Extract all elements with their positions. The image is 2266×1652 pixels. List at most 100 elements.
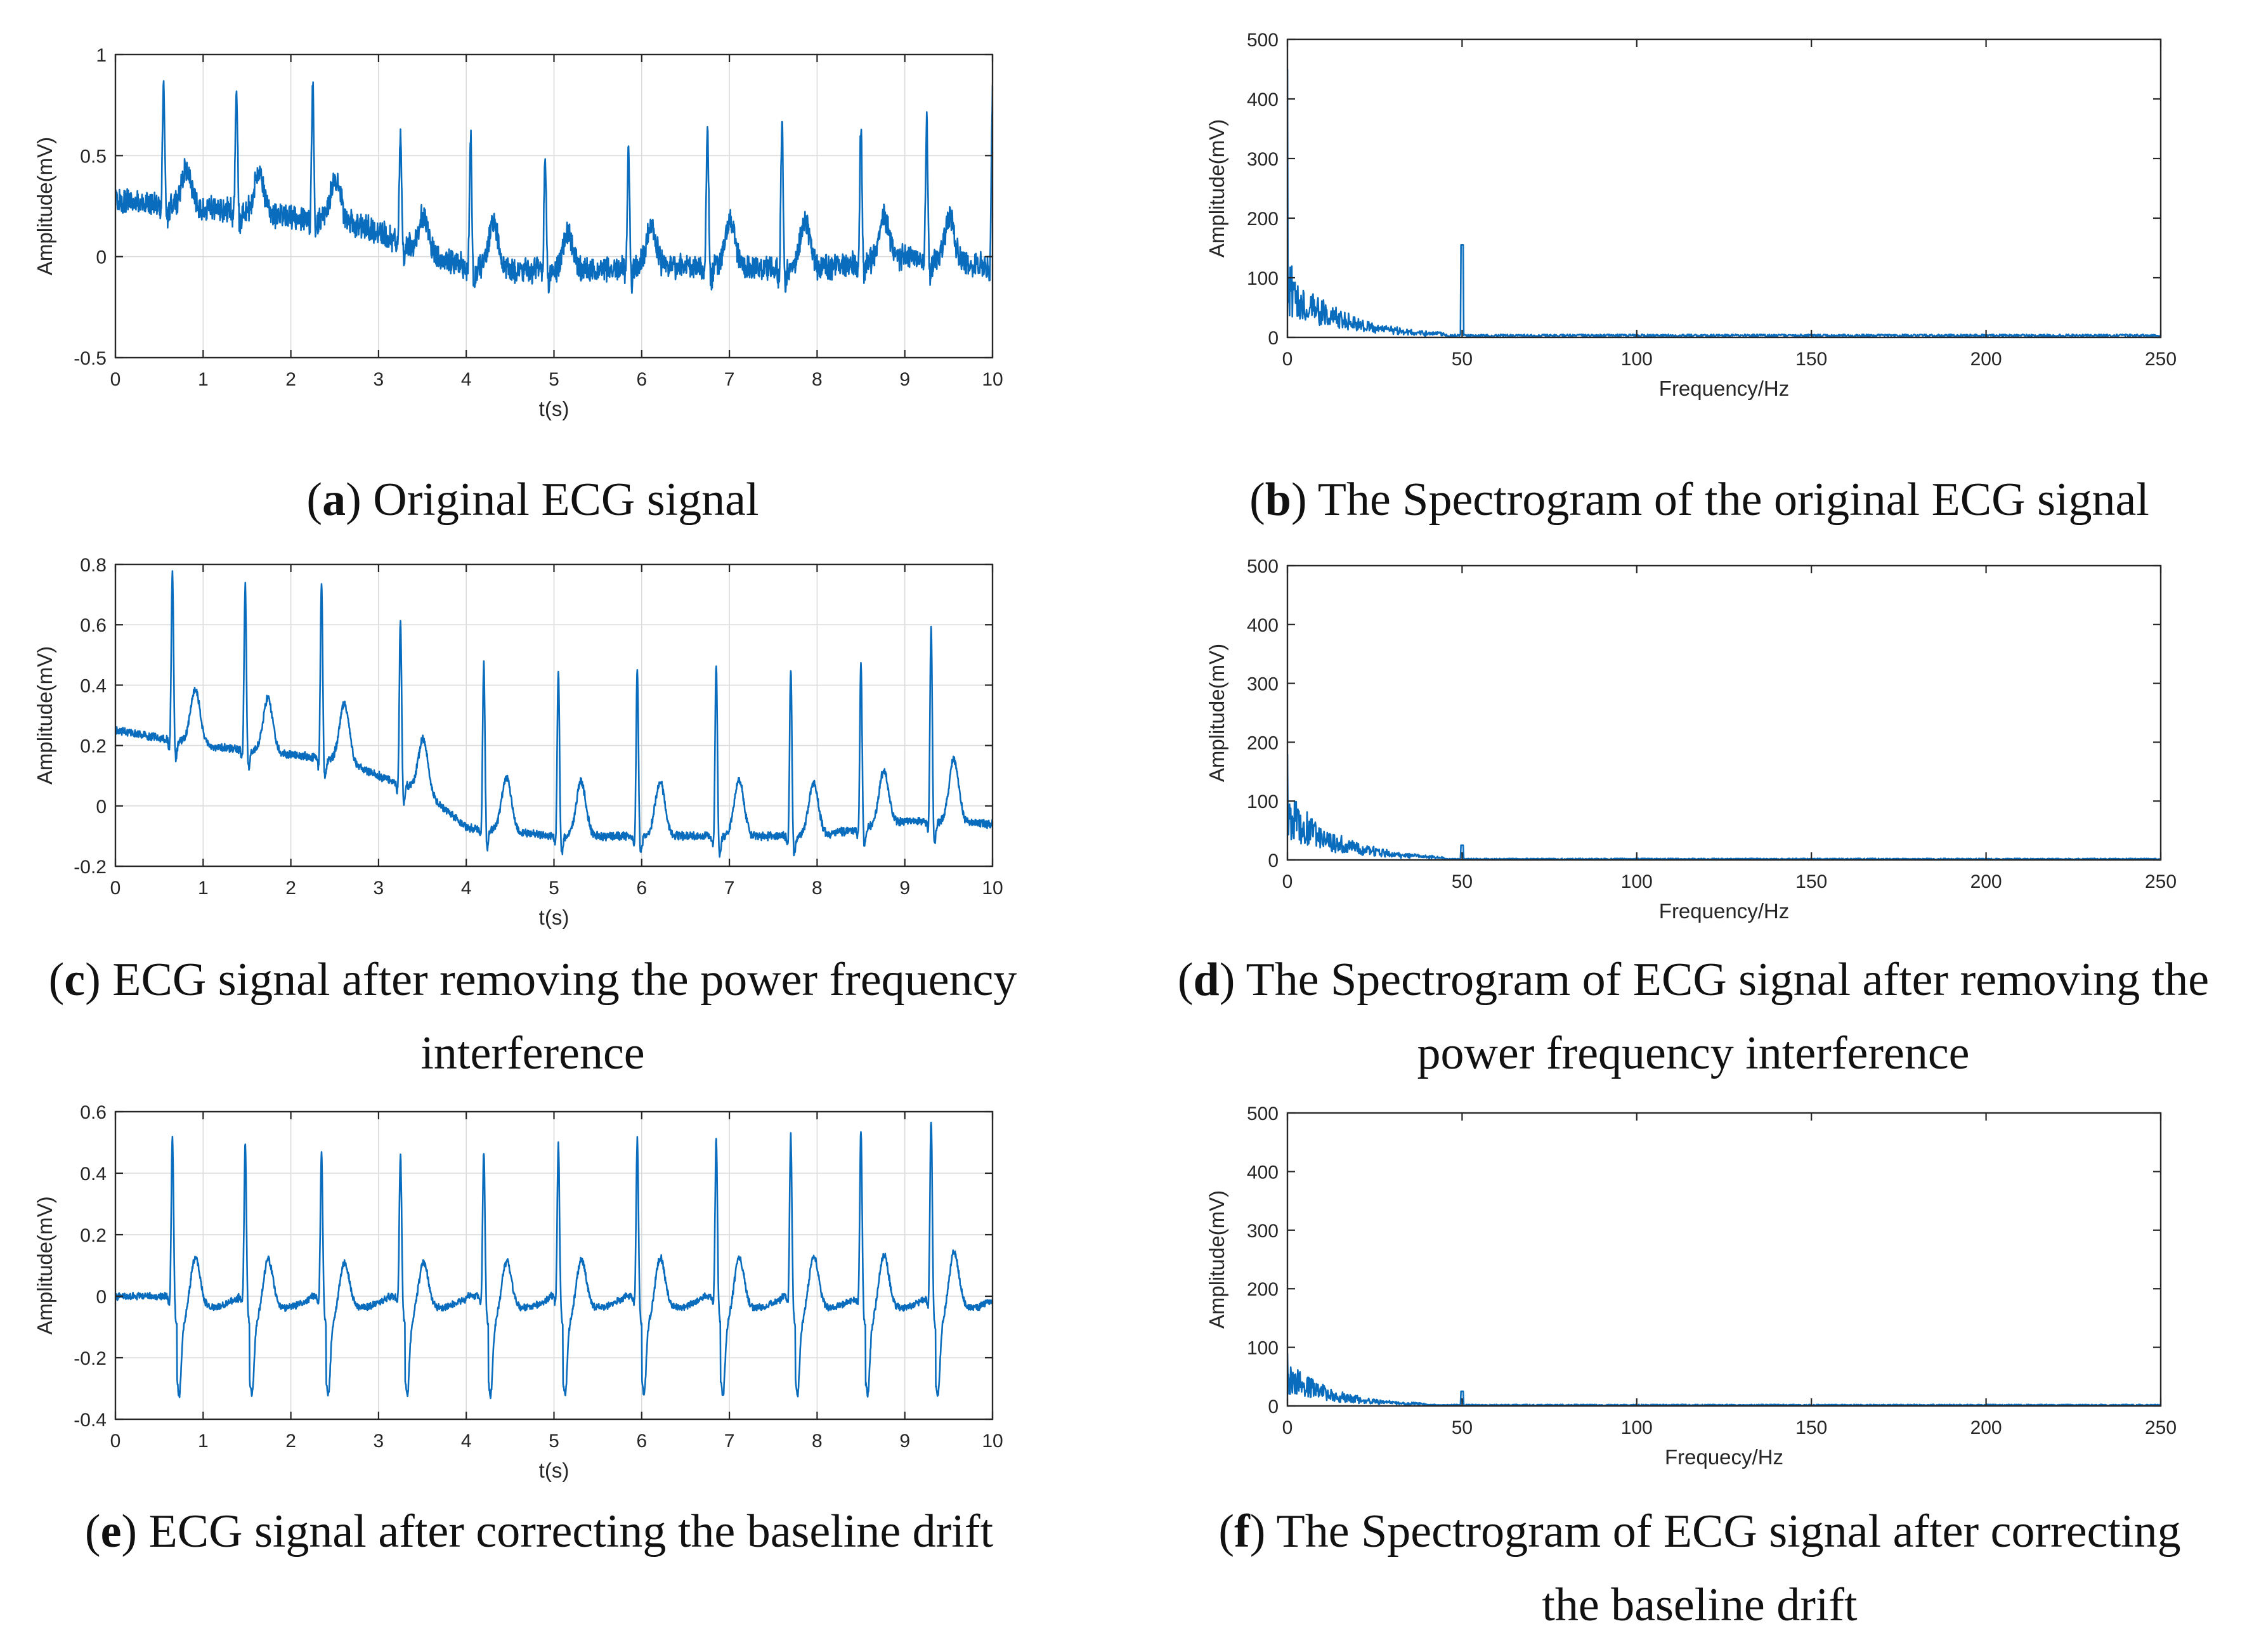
y-axis-label: Amplitude(mV) (1205, 119, 1228, 257)
axes-box (1286, 38, 2162, 339)
y-tick-label: -0.4 (74, 1410, 107, 1431)
y-tick-label: 0.2 (80, 736, 107, 757)
chart-b: 0 50 100 150 200 250 0 100 200 300 400 500 Frequency… (1205, 30, 2177, 400)
x-tick-label: 6 (636, 878, 647, 899)
x-axis-label: t(s) (539, 1459, 570, 1482)
x-tick-label: 7 (724, 1431, 735, 1452)
caption-e: (e) ECG signal after correcting the base… (84, 1506, 994, 1558)
y-tick-label: 0 (96, 797, 107, 817)
caption-f: (f) The Spectrogram of ECG signal after … (1218, 1506, 2181, 1631)
series-line-ecg (115, 1121, 993, 1400)
x-tick-label: 150 (1795, 1417, 1827, 1438)
y-tick-label: -0.2 (74, 1348, 107, 1369)
x-tick-label: 6 (636, 369, 647, 390)
caption-letter: f (1234, 1506, 1250, 1558)
x-tick-label: 0 (1282, 1417, 1293, 1438)
x-tick-label: 100 (1621, 871, 1653, 892)
x-tick-label: 5 (549, 878, 559, 899)
x-tick-label: 4 (461, 878, 472, 899)
x-axis-label: Frequency/Hz (1659, 377, 1789, 400)
caption-text: ECG signal after removing the power freq… (112, 954, 1017, 1079)
y-tick-label: 400 (1247, 89, 1279, 110)
caption-letter: a (322, 474, 346, 526)
caption-text: The Spectrogram of the original ECG sign… (1317, 474, 2149, 526)
x-tick-label: 8 (812, 878, 823, 899)
x-tick-label: 1 (198, 878, 209, 899)
axes-box (1286, 564, 2162, 861)
x-tick-label: 1 (198, 369, 209, 390)
y-tick-label: 300 (1247, 1221, 1279, 1242)
y-tick-label: 0.6 (80, 615, 107, 636)
series-line-ecg (115, 80, 993, 294)
y-tick-label: 300 (1247, 149, 1279, 170)
caption-letter: c (64, 954, 86, 1006)
x-tick-label: 150 (1795, 871, 1827, 892)
y-axis-label: Amplitude(mV) (33, 1196, 56, 1334)
caption-c: (c) ECG signal after removing the power … (48, 954, 1017, 1079)
x-tick-label: 2 (285, 1431, 296, 1452)
x-tick-label: 4 (461, 369, 472, 390)
y-tick-label: 0.5 (80, 146, 107, 167)
axes-box (1286, 1112, 2162, 1407)
y-tick-label: 500 (1247, 1103, 1279, 1124)
x-tick-label: 50 (1452, 871, 1473, 892)
x-tick-label: 200 (1970, 871, 2002, 892)
x-tick-label: 50 (1452, 349, 1473, 370)
x-tick-label: 8 (812, 1431, 823, 1452)
y-tick-label: 0.8 (80, 555, 107, 576)
y-tick-label: 0.6 (80, 1102, 107, 1123)
series-line-spectrum (1287, 68, 2161, 337)
x-tick-label: 0 (110, 878, 121, 899)
x-tick-label: 150 (1795, 349, 1827, 370)
x-tick-label: 3 (374, 878, 384, 899)
x-tick-label: 250 (2145, 1417, 2177, 1438)
x-tick-label: 250 (2145, 349, 2177, 370)
x-tick-label: 0 (1282, 871, 1293, 892)
y-tick-label: 0 (96, 1287, 107, 1308)
x-tick-label: 5 (549, 369, 559, 390)
x-tick-label: 4 (461, 1431, 472, 1452)
caption-letter: b (1265, 474, 1291, 526)
x-tick-label: 7 (724, 369, 735, 390)
series-line-spectrum (1287, 1353, 2161, 1406)
x-tick-label: 100 (1621, 1417, 1653, 1438)
y-tick-label: 200 (1247, 209, 1279, 230)
y-axis-label: Amplitude(mV) (33, 137, 56, 275)
y-tick-label: 200 (1247, 732, 1279, 753)
x-tick-label: 0 (110, 1431, 121, 1452)
x-tick-label: 9 (899, 1431, 910, 1452)
x-tick-label: 200 (1970, 349, 2002, 370)
x-tick-label: 8 (812, 369, 823, 390)
caption-text: The Spectrogram of ECG signal after corr… (1276, 1506, 2181, 1631)
chart-d: 0 50 100 150 200 250 0 100 200 300 400 500 Frequency… (1205, 556, 2177, 923)
x-tick-label: 9 (899, 369, 910, 390)
x-tick-label: 6 (636, 1431, 647, 1452)
x-tick-label: 7 (724, 878, 735, 899)
chart-c: 0 1 2 3 4 5 6 7 8 9 10-0.200.20.40.60.8t(s)Amplitu… (33, 555, 1003, 929)
chart-e: 0 1 2 3 4 5 6 7 8 9 10 -0.4 -0.2 0 0.2 0.4 0.6 t(s) Amplit… (33, 1102, 1003, 1482)
y-tick-label: 0 (1268, 850, 1279, 871)
x-tick-label: 5 (549, 1431, 559, 1452)
x-tick-label: 9 (899, 878, 910, 899)
y-tick-label: -0.2 (74, 857, 107, 878)
x-tick-label: 0 (110, 369, 121, 390)
y-tick-label: -0.5 (74, 348, 107, 369)
x-tick-label: 10 (982, 878, 1003, 899)
x-tick-label: 0 (1282, 349, 1293, 370)
y-tick-label: 0.2 (80, 1225, 107, 1246)
y-axis-label: Amplitude(mV) (1205, 1190, 1228, 1329)
x-tick-label: 100 (1621, 349, 1653, 370)
y-tick-label: 400 (1247, 615, 1279, 636)
caption-text: ECG signal after correcting the baseline… (148, 1506, 994, 1558)
x-tick-label: 3 (374, 1431, 384, 1452)
x-tick-label: 50 (1452, 1417, 1473, 1438)
caption-letter: d (1193, 954, 1220, 1006)
caption-d: (d) The Spectrogram of ECG signal after … (1177, 954, 2210, 1079)
y-tick-label: 100 (1247, 268, 1279, 289)
x-axis-label: t(s) (539, 397, 570, 420)
y-tick-label: 0 (1268, 328, 1279, 349)
y-tick-label: 0.4 (80, 675, 107, 696)
y-tick-label: 500 (1247, 30, 1279, 51)
y-axis-label: Amplitude(mV) (33, 646, 56, 784)
caption-text: Original ECG signal (373, 474, 759, 526)
